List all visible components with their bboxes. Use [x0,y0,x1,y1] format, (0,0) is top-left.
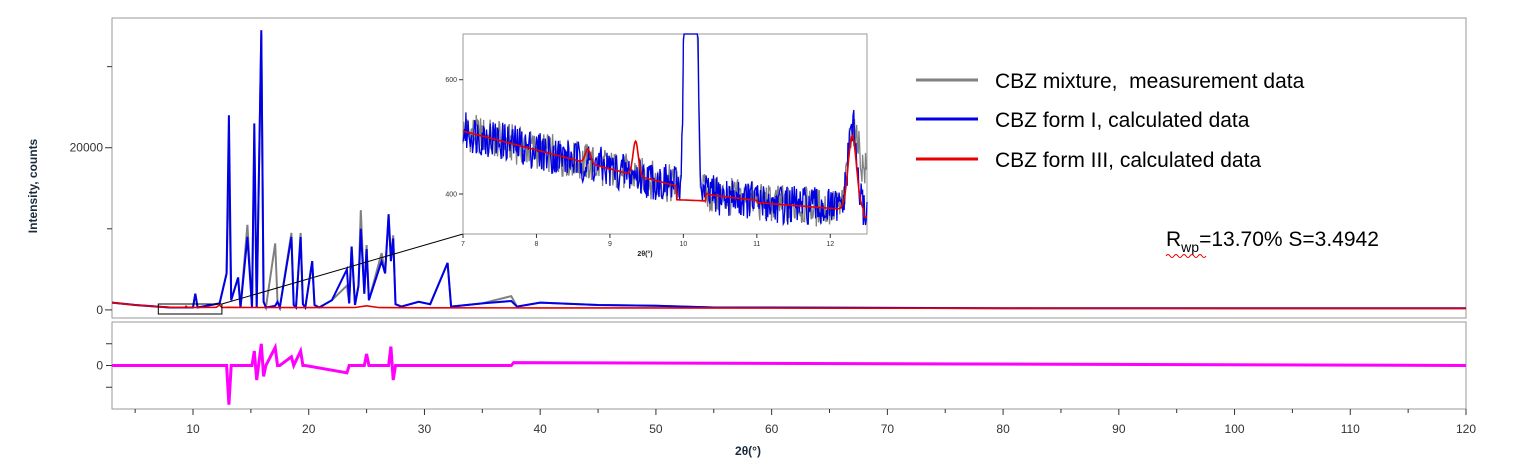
zoom-region-box [157,303,223,315]
inset-y-tick-label: 400 [445,192,457,199]
inset-x-tick-label: 10 [679,241,687,248]
difference-series-group [112,342,1467,405]
inset-x-axis-label: 2θ(°) [637,250,652,258]
main-series-group [111,30,1466,312]
inset-x-tick-label: 9 [608,241,612,248]
difference-axes: 0 [96,343,112,388]
difference-line [112,342,1467,405]
fit-statistics: Rwp=13.70% S=3.4942 [1166,228,1379,255]
legend-label-measurement: CBZ mixture, measurement data [995,70,1305,93]
y-tick-label: 20000 [70,141,104,155]
inset-form-iii-line [462,130,867,218]
zoom-connector-line [221,233,464,305]
x-tick-label: 110 [1341,422,1360,436]
inset-x-tick-label: 11 [753,241,760,248]
x-tick-label: 90 [1112,422,1126,436]
series-form-i-line [111,30,1466,312]
y-tick-label: 0 [96,303,103,317]
fit-statistics-value: =13.70% S=3.4942 [1199,228,1379,251]
x-tick-label: 100 [1225,422,1245,436]
x-tick-label: 80 [996,422,1010,436]
inset-axes: 7 8 9 10 11 12 400 600 [445,77,834,248]
x-tick-label: 120 [1456,422,1476,436]
legend-label-form-i: CBZ form I, calculated data [995,109,1250,132]
x-tick-label: 70 [881,422,895,436]
x-tick-label: 20 [302,422,316,436]
inset-x-tick-label: 7 [461,241,465,248]
rwp-subscript: wp [1180,239,1199,255]
x-axis-label: 2θ(°) [735,444,761,458]
x-axis: 10 20 30 40 50 60 70 80 90 100 110 120 [134,409,1476,436]
main-axes: 0 20000 [70,66,112,317]
x-tick-label: 50 [649,422,663,436]
inset-x-tick-label: 8 [535,241,539,248]
inset-series-group [462,33,868,227]
y-axis-label: Intensity, counts [26,138,40,233]
legend: CBZ mixture, measurement data CBZ form I… [916,70,1305,172]
x-tick-label: 40 [534,422,548,436]
spellcheck-underline [1165,254,1207,258]
legend-label-form-iii: CBZ form III, calculated data [995,149,1261,172]
difference-y-tick-label: 0 [96,359,103,373]
x-tick-label: 30 [418,422,432,436]
series-form-iii-line [111,301,1466,310]
rwp-symbol: R [1166,228,1181,251]
x-tick-label: 10 [186,422,200,436]
x-tick-label: 60 [765,422,779,436]
main-plot-frame [111,17,1467,319]
inset-y-tick-label: 600 [445,77,457,84]
inset-x-tick-label: 12 [826,241,834,248]
